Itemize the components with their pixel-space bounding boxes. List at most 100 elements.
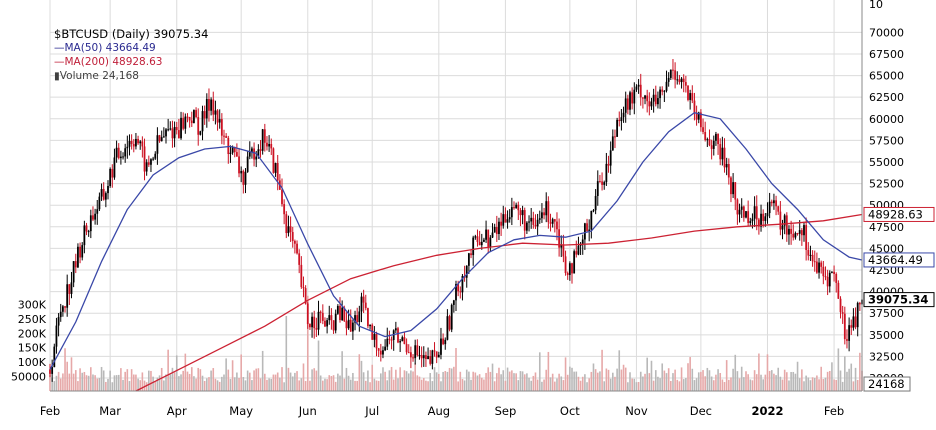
candle-body	[57, 317, 60, 326]
chart-legend: $BTCUSD (Daily) 39075.34 —MA(50) 43664.4…	[54, 27, 208, 83]
candle-body	[848, 325, 851, 341]
y-tick-label-top: 10	[869, 0, 883, 11]
candle-body	[143, 146, 146, 172]
candle-body	[807, 249, 810, 256]
volume-bar	[837, 348, 840, 391]
volume-bar	[431, 381, 434, 391]
volume-bar	[768, 370, 771, 391]
volume-bar	[85, 375, 88, 391]
candle-body	[717, 133, 719, 145]
volume-tag-text: 24168	[868, 377, 905, 391]
volume-bar	[489, 371, 492, 391]
volume-bar	[523, 374, 526, 391]
candle-body	[541, 212, 543, 219]
candle-body	[184, 116, 187, 129]
volume-bar	[725, 360, 728, 391]
volume-bar	[500, 374, 502, 391]
volume-bar	[584, 374, 586, 391]
volume-bar	[384, 371, 386, 391]
candle-body	[478, 241, 481, 246]
candle-body	[510, 207, 513, 218]
volume-bar	[253, 370, 255, 391]
candle-body	[94, 213, 97, 220]
volume-bar	[420, 379, 423, 391]
candle-body	[407, 352, 410, 354]
candle-body	[296, 243, 298, 254]
volume-bar	[212, 368, 215, 391]
volume-bar	[474, 372, 477, 391]
volume-bar	[581, 376, 584, 391]
candle-body	[753, 206, 756, 219]
y-tick-label: 57500	[869, 134, 904, 147]
candle-body	[53, 346, 56, 368]
volume-bar	[388, 370, 391, 391]
ma50-tag-box	[863, 252, 935, 268]
candle-body	[624, 98, 627, 113]
volume-bar	[751, 380, 754, 391]
candle-body	[139, 141, 142, 144]
volume-bar	[287, 367, 290, 391]
candle-body	[330, 315, 333, 321]
candle-body	[257, 149, 260, 157]
volume-bar	[425, 380, 427, 391]
volume-bar	[629, 372, 631, 391]
candle-body	[100, 189, 103, 197]
volume-bar	[285, 315, 288, 391]
x-tick-label: Feb	[40, 404, 60, 418]
volume-bar	[274, 374, 277, 391]
candle-body	[521, 210, 524, 216]
candle-body	[64, 306, 66, 308]
candle-body	[588, 229, 591, 231]
volume-bar	[577, 376, 580, 391]
volume-bar	[790, 372, 792, 391]
candle-body	[603, 182, 606, 185]
volume-bar	[642, 376, 644, 391]
candle-body	[822, 266, 825, 277]
candle-body	[573, 251, 576, 274]
candle-body	[459, 291, 462, 293]
candle-body	[549, 222, 552, 224]
candle-body	[691, 93, 694, 101]
volume-bar	[470, 379, 472, 391]
candle-body	[422, 355, 425, 359]
candle-body	[212, 99, 215, 115]
volume-bar	[377, 380, 380, 391]
candle-body	[534, 224, 537, 227]
volume-bar	[375, 380, 378, 391]
volume-bar	[107, 378, 109, 391]
ma50-line	[49, 111, 863, 370]
volume-bar	[298, 380, 300, 391]
candle-body	[809, 254, 812, 256]
candle-body	[586, 223, 588, 231]
candle-body	[695, 113, 698, 120]
candle-body	[641, 97, 644, 99]
candle-body	[358, 311, 361, 322]
volume-bar	[223, 374, 225, 391]
candle-body	[412, 357, 414, 359]
legend-ma50: —MA(50) 43664.49	[54, 41, 208, 55]
volume-bar	[487, 367, 490, 391]
volume-tick-label: 250K	[18, 313, 47, 326]
volume-bar	[796, 361, 799, 391]
volume-bar	[463, 380, 466, 391]
candle-body	[491, 232, 494, 238]
volume-bar	[79, 368, 81, 391]
volume-bar	[534, 372, 537, 391]
candle-body	[390, 339, 393, 341]
volume-bar	[317, 340, 320, 391]
volume-bar	[328, 375, 331, 391]
candle-body	[719, 144, 722, 160]
candle-body	[581, 239, 584, 244]
candle-body	[850, 325, 853, 328]
volume-bar	[395, 369, 397, 391]
volume-bar	[770, 370, 773, 391]
candle-body	[504, 214, 507, 223]
volume-bar	[81, 372, 84, 391]
candle-body	[128, 140, 131, 147]
candle-body	[519, 210, 522, 216]
volume-bar	[313, 368, 316, 391]
x-tick-label: 2022	[751, 404, 783, 418]
volume-bar	[270, 378, 273, 391]
volume-bar	[680, 367, 683, 391]
volume-bar	[506, 367, 509, 391]
